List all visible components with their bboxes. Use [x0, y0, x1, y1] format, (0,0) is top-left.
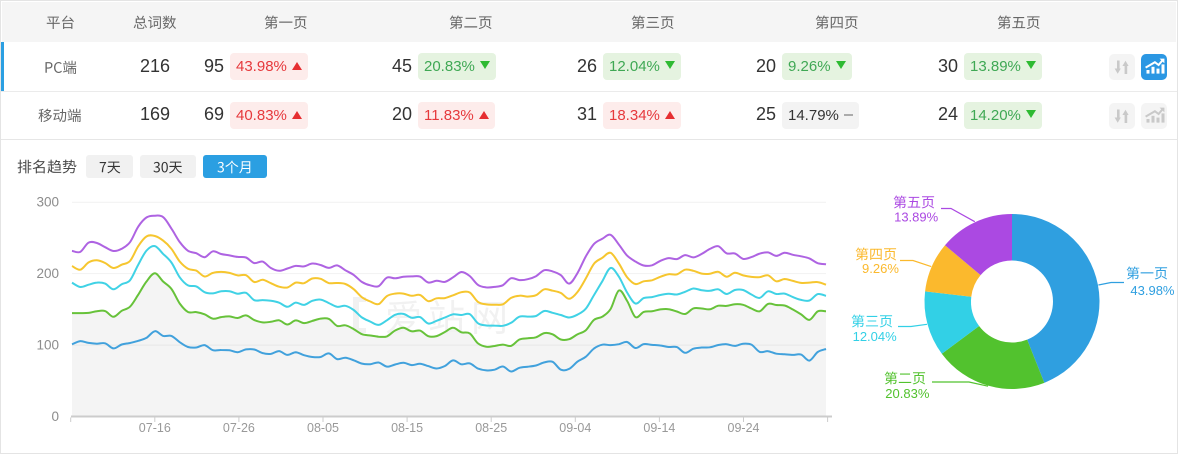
svg-text:100: 100 [36, 338, 59, 353]
svg-text:0: 0 [51, 409, 59, 424]
svg-text:13.89%: 13.89% [894, 210, 939, 225]
svg-text:12.04%: 12.04% [853, 329, 898, 344]
svg-text:43.98%: 43.98% [1130, 283, 1175, 298]
svg-text:07-16: 07-16 [139, 421, 171, 435]
svg-text:08-25: 08-25 [475, 421, 507, 435]
svg-text:200: 200 [36, 266, 59, 281]
svg-text:20.83%: 20.83% [885, 386, 930, 401]
svg-text:09-24: 09-24 [728, 421, 760, 435]
svg-text:9.26%: 9.26% [862, 261, 899, 276]
svg-text:08-05: 08-05 [307, 421, 339, 435]
svg-text:09-14: 09-14 [643, 421, 675, 435]
svg-text:07-26: 07-26 [223, 421, 255, 435]
svg-text:300: 300 [36, 195, 59, 210]
svg-text:09-04: 09-04 [559, 421, 591, 435]
svg-text:08-15: 08-15 [391, 421, 423, 435]
